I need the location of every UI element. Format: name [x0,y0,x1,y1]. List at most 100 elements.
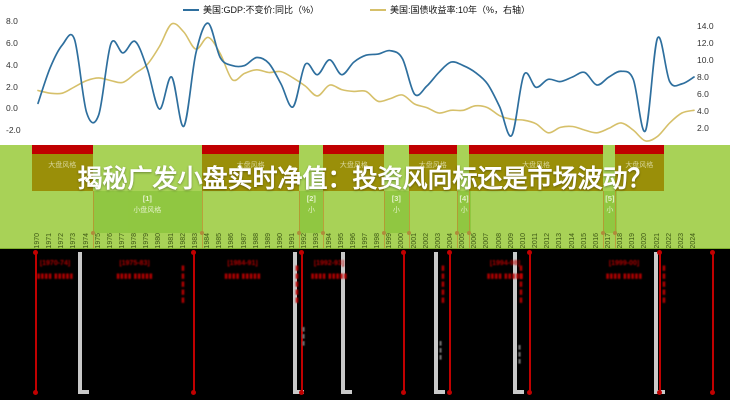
x-axis-year-label: 1987 [240,233,248,248]
x-axis-year-label: 2006 [471,233,479,248]
x-axis-year-label: 1990 [276,233,284,248]
large-cap-olive-bar [323,154,385,191]
x-axis-year-label: 1989 [264,233,272,248]
x-axis-year-label: 2019 [629,233,637,248]
dark-gray-rail [78,252,82,394]
x-axis-year-label: 2012 [544,233,552,248]
band-boundary-dot [406,231,411,235]
dark-rail-endpoint [527,390,532,395]
x-axis-year-label: 1984 [204,233,212,248]
dark-red-rail [301,252,303,394]
y-axis-tick-4: 4.0 [6,60,18,70]
x-axis-year-label: 1981 [167,233,175,248]
x-axis-year-label: 2016 [592,233,600,248]
dark-gray-foot [341,390,352,394]
band-boundary-line [92,191,94,248]
band-boundary-dot [200,231,204,235]
x-axis-year-label: 2005 [459,233,467,248]
dark-vertical-annotation: ▮▮▮▮▮ [293,264,300,304]
large-cap-red-bar [615,145,664,154]
small-cap-band-marker: [1] [142,194,152,203]
series-line-gdp [37,22,695,137]
dark-rail-endpoint [447,250,452,255]
dark-detail-panel: [1970-74] ▮▮▮▮ ▮▮▮▮▮ [1975-83] ▮▮▮▮ ▮▮▮▮▮ [1… [0,248,730,400]
chart-plot-area [37,22,695,142]
dark-annotation-marker: [1999-00] [608,260,640,267]
dark-rail-endpoint [33,250,38,255]
legend-swatch-gdp [183,8,199,11]
dark-vertical-annotation: ▮▮▮▮▮ [660,264,667,304]
x-axis-year-label: 2002 [422,233,430,248]
small-cap-band-marker: [4] [459,194,469,203]
large-cap-style-label: 大盘风格 [339,162,368,169]
dark-rail-endpoint [33,390,38,395]
y2-axis-tick-12: 12.0 [697,38,714,48]
small-cap-band: [1] 小盘风格 [92,191,202,233]
x-axis-year-label: 1976 [106,233,114,248]
small-cap-band: [4] 小 [457,191,472,233]
y2-axis-tick-2: 2.0 [697,123,709,133]
x-axis-year-label: 1983 [191,233,199,248]
y-axis-tick-8: 8.0 [6,16,18,26]
band-boundary-line [615,191,617,248]
dark-red-rail [659,252,661,394]
dark-red-rail [529,252,531,394]
dark-rail-endpoint [710,250,715,255]
band-boundary-dot [600,231,605,235]
series-line-yield [37,22,695,142]
y-axis-tick-6: 6.0 [6,38,18,48]
x-axis-year-label: 1998 [374,233,382,248]
x-axis-year-label: 2001 [410,233,418,248]
band-boundary-line [384,191,386,248]
large-cap-style-label: 大盘风格 [418,162,447,169]
x-axis-year-label: 2010 [519,233,527,248]
x-axis-year-label: 1993 [313,233,321,248]
chart-legend: 美国:GDP:不变价:同比（%） 美国:国债收益率:10年（%，右轴） [0,3,730,19]
panel-top-divider [0,248,730,249]
dark-red-rail [712,252,714,394]
dark-gray-annotation: ▮▮▮ [300,326,306,347]
dark-red-rail [449,252,451,394]
dark-gray-rail [341,252,345,394]
band-boundary-line [323,191,325,248]
y2-axis-tick-6: 6.0 [697,89,709,99]
dark-vertical-annotation: ▮▮▮▮▮ [439,264,446,304]
x-axis-year-label: 1991 [289,233,297,248]
x-axis-year-label: 1997 [362,233,369,248]
x-axis-year-label: 2011 [532,233,540,248]
x-axis-year-label: 1995 [337,233,345,248]
large-cap-red-bar [469,145,603,154]
x-axis-year-label: 1971 [46,233,54,248]
legend-label-gdp: 美国:GDP:不变价:同比（%） [203,5,320,15]
small-cap-band-label: 小 [606,207,614,214]
legend-label-yield: 美国:国债收益率:10年（%，右轴） [390,5,531,15]
y2-axis-tick-10: 10.0 [697,55,714,65]
x-axis-year-label: 1996 [349,233,357,248]
x-axis-year-label: 2015 [580,233,588,248]
x-axis-year-label: 1988 [252,233,260,248]
small-cap-band-label: 小 [392,207,400,214]
x-axis-year-label: 1982 [179,233,187,248]
x-axis-year-label: 1980 [155,233,163,248]
dark-rail-endpoint [191,250,196,255]
small-cap-band-marker: [5] [605,194,615,203]
dark-annotation-body: ▮▮▮▮ ▮▮▮▮▮ [605,273,643,280]
legend-swatch-yield [370,8,386,11]
x-axis-year-label: 2021 [653,233,661,248]
dark-annotation-marker: [1984-91] [227,260,258,267]
x-axis-year-label: 1979 [143,233,151,248]
dark-red-rail [193,252,195,394]
x-axis-year-label: 2024 [690,233,697,248]
large-cap-olive-bar [202,154,300,191]
dark-gray-rail [293,252,297,394]
small-cap-band-marker: [2] [306,194,316,203]
band-boundary-dot [455,231,460,235]
x-axis-year-label: 2013 [556,233,564,248]
dark-rail-endpoint [657,250,662,255]
large-cap-style-label: 大盘风格 [625,162,654,169]
band-boundary-dot [467,231,472,235]
x-axis-year-label: 1992 [301,233,309,248]
dark-rail-endpoint [447,390,452,395]
x-axis-year-label: 2007 [483,233,491,248]
